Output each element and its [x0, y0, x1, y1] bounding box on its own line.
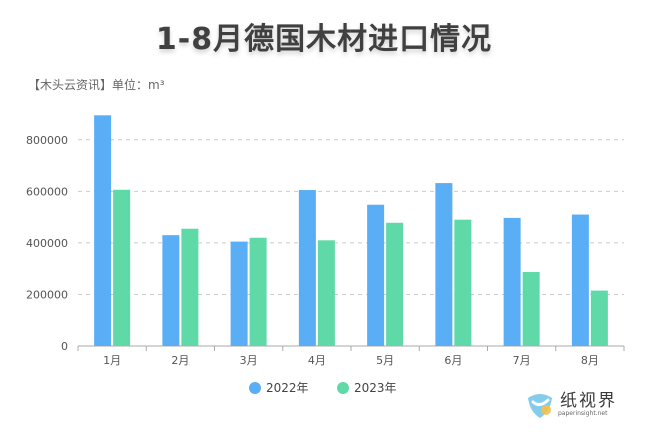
bar-2023年-4月 [317, 240, 335, 346]
x-tick-label: 6月 [444, 354, 462, 367]
bar-2023年-2月 [181, 228, 199, 346]
watermark-text: 纸视界 [560, 391, 617, 411]
bar-2023年-5月 [386, 222, 404, 346]
y-tick-label: 400000 [26, 237, 68, 250]
bar-2023年-7月 [522, 272, 540, 346]
y-tick-label: 200000 [26, 288, 68, 301]
bar-2022年-7月 [503, 217, 521, 346]
x-tick-label: 2月 [171, 354, 189, 367]
bar-2022年-4月 [298, 190, 316, 346]
bar-2022年-6月 [435, 183, 453, 346]
legend-label: 2023年 [354, 381, 397, 395]
bar-2022年-8月 [571, 214, 589, 346]
y-tick-label: 800000 [26, 134, 68, 147]
x-tick-label: 3月 [240, 354, 258, 367]
x-tick-label: 7月 [513, 354, 531, 367]
bar-2023年-6月 [454, 219, 472, 346]
watermark-url: paperinsight.net [558, 410, 608, 417]
bar-2022年-3月 [230, 241, 248, 346]
x-tick-label: 1月 [103, 354, 121, 367]
chart-subtitle: 【木头云资讯】单位：m³ [28, 78, 165, 92]
x-tick-label: 5月 [376, 354, 394, 367]
legend-marker [337, 382, 349, 394]
x-tick-label: 4月 [308, 354, 326, 367]
x-tick-label: 8月 [581, 354, 599, 367]
paperinsight-logo-icon [528, 394, 552, 418]
bar-2022年-1月 [94, 115, 112, 347]
bar-2022年-5月 [367, 204, 385, 346]
bar-2023年-1月 [113, 189, 131, 346]
y-tick-label: 600000 [26, 185, 68, 198]
bar-2023年-3月 [249, 237, 267, 346]
watermark: 纸视界 paperinsight.net [524, 386, 634, 424]
bar-2023年-8月 [590, 290, 608, 346]
legend-marker [249, 382, 261, 394]
bar-2022年-2月 [162, 235, 180, 346]
y-tick-label: 0 [61, 340, 68, 353]
chart-title: 1-8月德国木材进口情况 [155, 22, 493, 57]
legend-label: 2022年 [266, 381, 309, 395]
